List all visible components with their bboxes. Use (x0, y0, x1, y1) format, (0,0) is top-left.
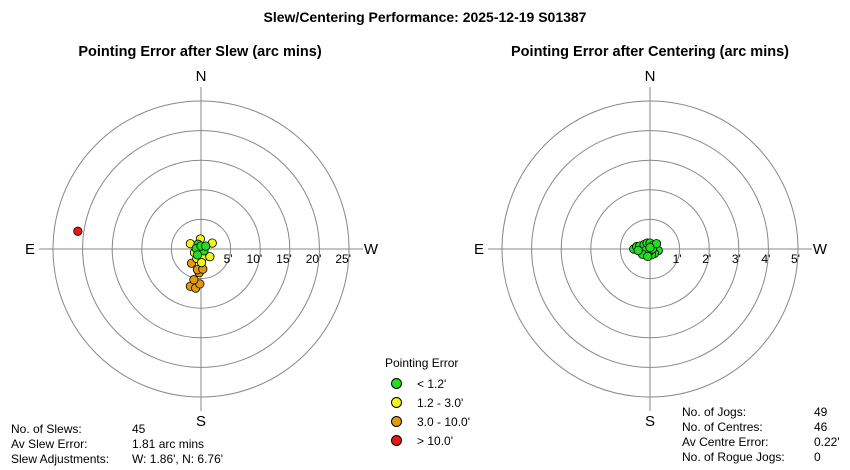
legend-label: 1.2 - 3.0' (417, 395, 464, 410)
stat-label: No. of Jogs: (682, 405, 747, 419)
compass-label-s: S (196, 413, 206, 430)
legend-item-red: > 10.0' (385, 431, 470, 450)
chart-main-title: Slew/Centering Performance: 2025-12-19 S… (263, 9, 587, 25)
stat-value: 46 (814, 420, 828, 434)
stat-row-centres: No. of Centres: 46 (682, 420, 840, 435)
legend-label: 3.0 - 10.0' (417, 414, 470, 429)
ring-tick-label: 4' (761, 252, 770, 266)
stat-label: No. of Centres: (682, 420, 763, 434)
stat-row-slew-adjustments: Slew Adjustments: W: 1.86', N: 6.76' (11, 452, 223, 467)
compass-label-e: E (25, 241, 35, 258)
ring-tick-label: 5' (791, 252, 800, 266)
data-point (201, 241, 211, 251)
legend-item-orange: 3.0 - 10.0' (385, 412, 470, 431)
compass-label-s: S (645, 413, 655, 430)
legend-title: Pointing Error (385, 356, 459, 370)
legend-item-yellow: 1.2 - 3.0' (385, 393, 470, 412)
legend-swatch-orange (391, 416, 402, 427)
compass-label-e: E (474, 241, 484, 258)
ring-tick-label: 5' (224, 252, 233, 266)
legend-item-green: < 1.2' (385, 374, 470, 393)
data-point (645, 242, 655, 253)
data-point (189, 275, 199, 285)
ring-tick-label: 10' (247, 252, 263, 266)
compass-label-n: N (196, 68, 207, 85)
compass-label-w: W (364, 241, 379, 258)
stat-value: 49 (814, 405, 828, 419)
stat-label: Av Slew Error: (11, 437, 88, 451)
stat-value: 45 (132, 422, 146, 436)
legend-swatch-yellow (391, 397, 402, 408)
stat-label: Av Centre Error: (682, 435, 769, 449)
centering-plot-title: Pointing Error after Centering (arc mins… (511, 44, 789, 60)
legend-label: > 10.0' (417, 433, 453, 448)
legend-label: < 1.2' (417, 376, 447, 391)
stat-label: Slew Adjustments: (11, 452, 110, 466)
stat-value: 0.22' (814, 435, 840, 449)
stat-value: 0 (814, 450, 821, 464)
data-point (205, 252, 215, 262)
ring-tick-label: 1' (673, 252, 682, 266)
stat-label: No. of Rogue Jogs: (682, 450, 785, 464)
stat-row-rogue-jogs: No. of Rogue Jogs: 0 (682, 450, 840, 465)
ring-tick-label: 25' (335, 252, 351, 266)
ring-tick-label: 20' (306, 252, 322, 266)
stat-row-slews: No. of Slews: 45 (11, 422, 223, 437)
ring-tick-label: 3' (732, 252, 741, 266)
pointing-error-legend: Pointing Error < 1.2' 1.2 - 3.0' 3.0 - 1… (385, 356, 470, 450)
centering-stats: No. of Jogs: 49 No. of Centres: 46 Av Cent… (682, 405, 840, 465)
slew-plot-title: Pointing Error after Slew (arc mins) (78, 44, 322, 60)
legend-swatch-red (391, 435, 402, 446)
data-point (196, 258, 207, 268)
stat-value: 1.81 arc mins (132, 437, 205, 451)
ring-tick-label: 2' (702, 252, 711, 266)
stat-row-jogs: No. of Jogs: 49 (682, 405, 840, 420)
data-point (192, 250, 203, 260)
stat-label: No. of Slews: (11, 422, 82, 436)
compass-label-w: W (813, 241, 828, 258)
data-point (73, 226, 83, 236)
legend-swatch-green (391, 378, 402, 389)
data-point (633, 245, 643, 256)
stat-row-slew-error: Av Slew Error: 1.81 arc mins (11, 437, 223, 452)
compass-label-n: N (645, 68, 656, 85)
stat-row-centre-error: Av Centre Error: 0.22' (682, 435, 840, 450)
slew-stats: No. of Slews: 45 Av Slew Error: 1.81 arc m… (11, 422, 223, 467)
ring-tick-label: 15' (276, 252, 292, 266)
stat-value: W: 1.86', N: 6.76' (132, 452, 224, 466)
data-point (643, 251, 653, 261)
